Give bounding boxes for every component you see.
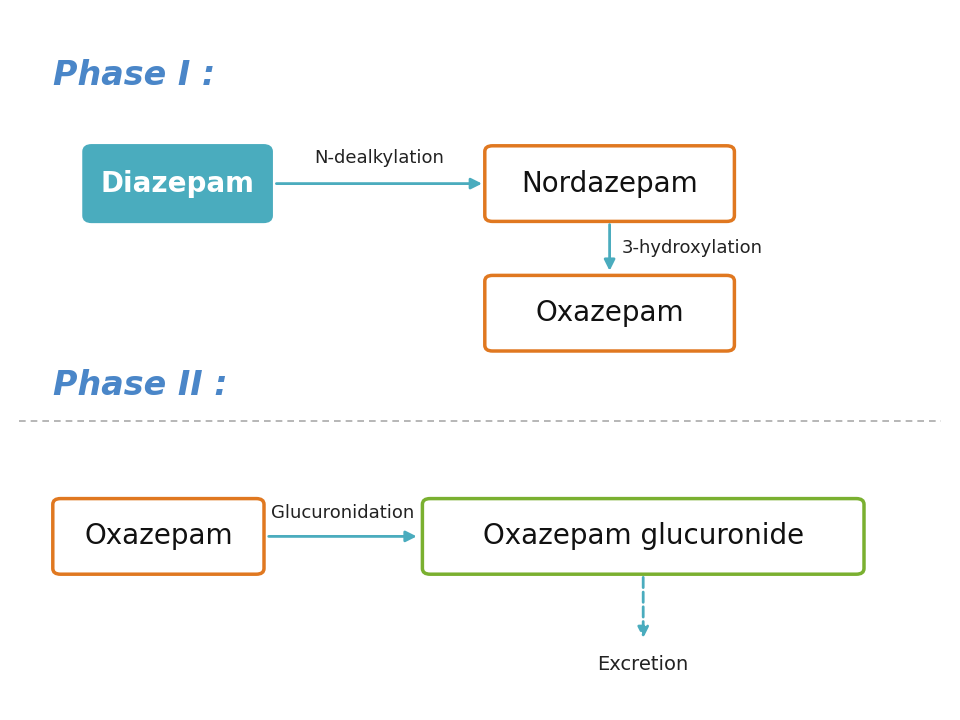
Text: Nordazepam: Nordazepam [521, 170, 698, 197]
FancyBboxPatch shape [485, 276, 734, 351]
Text: Phase I :: Phase I : [53, 59, 215, 92]
Text: Phase II :: Phase II : [53, 369, 228, 402]
Text: Excretion: Excretion [597, 655, 689, 674]
Text: Oxazepam: Oxazepam [84, 523, 232, 550]
Text: Diazepam: Diazepam [101, 170, 254, 197]
Text: 3-hydroxylation: 3-hydroxylation [622, 239, 763, 257]
FancyBboxPatch shape [422, 498, 864, 575]
Text: Oxazepam glucuronide: Oxazepam glucuronide [483, 523, 804, 550]
FancyBboxPatch shape [485, 145, 734, 222]
Text: Glucuronidation: Glucuronidation [271, 504, 415, 522]
FancyBboxPatch shape [84, 145, 271, 222]
Text: N-dealkylation: N-dealkylation [314, 149, 444, 167]
FancyBboxPatch shape [53, 498, 264, 575]
Text: Oxazepam: Oxazepam [536, 300, 684, 327]
